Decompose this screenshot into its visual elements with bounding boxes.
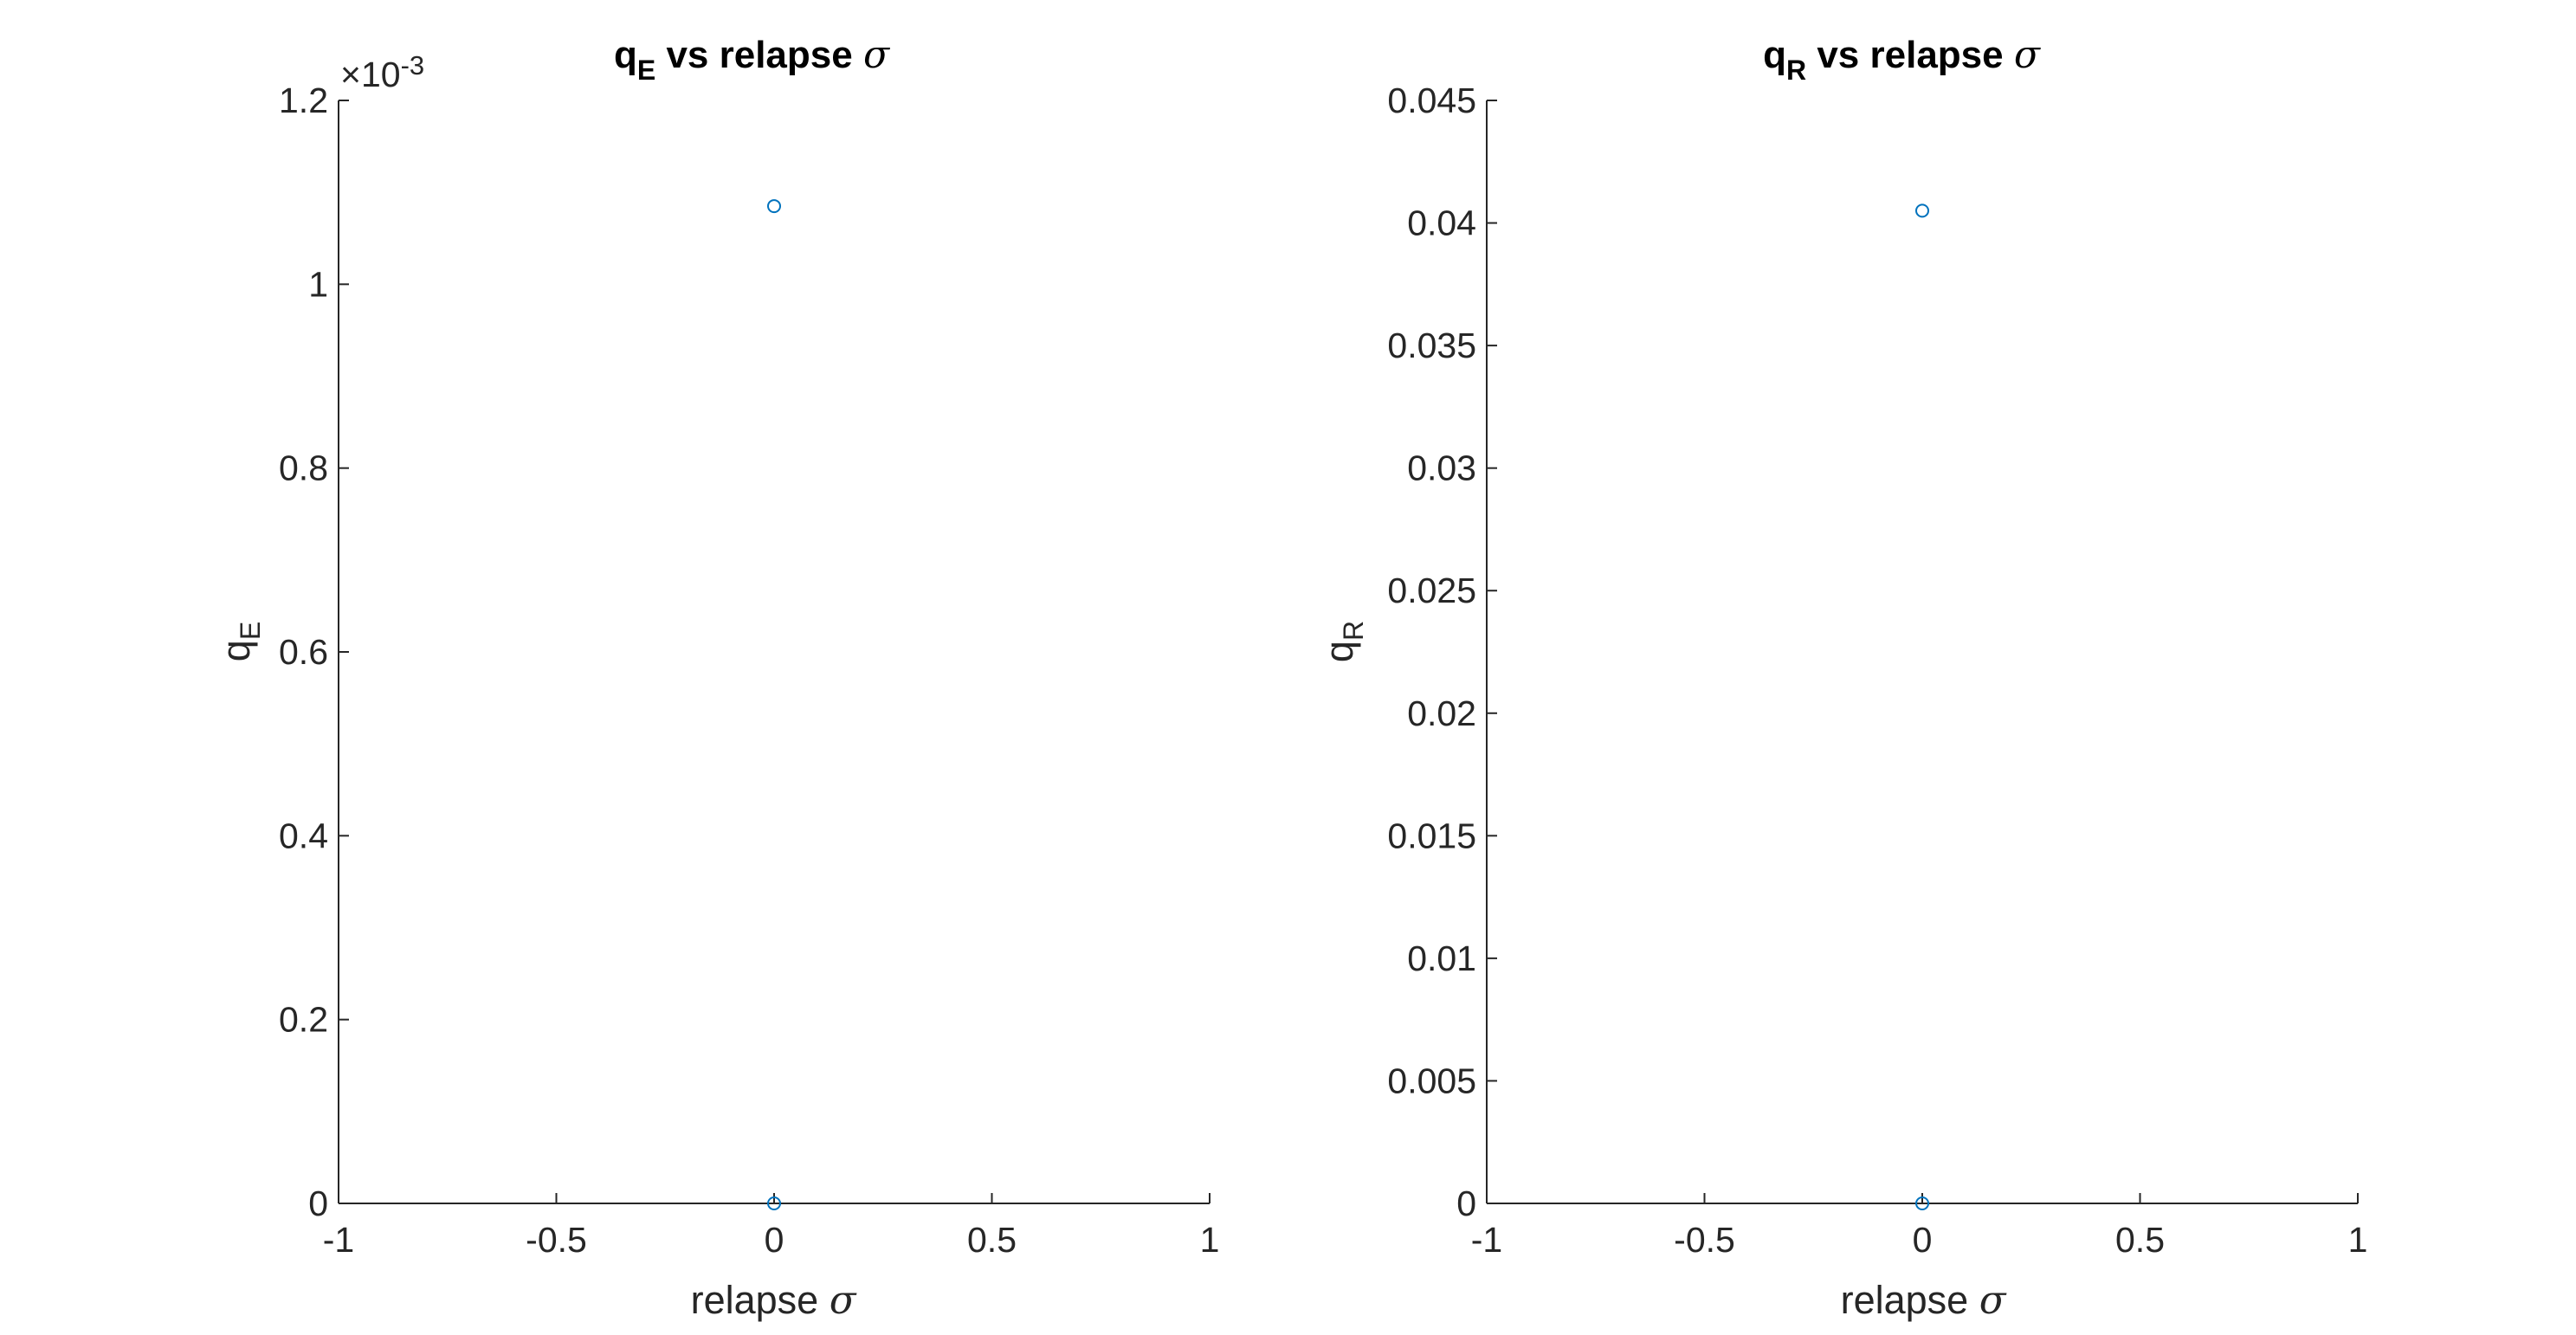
x-tick-label-qr: 0 [1913, 1220, 1933, 1260]
y-tick-label-qe: 0.4 [279, 816, 328, 855]
y-tick-label-qe: 0.2 [279, 1000, 328, 1040]
data-point-qr [1915, 203, 1929, 218]
y-axis-label-qe: qE [214, 622, 266, 661]
x-tick-label-qr: -0.5 [1674, 1220, 1735, 1260]
y-tick-label-qe: 0 [308, 1183, 328, 1223]
y-tick-label-qr: 0.01 [1407, 938, 1476, 978]
data-point-qe [767, 199, 781, 214]
y-exponent-qe: ×10-3 [340, 50, 424, 94]
x-ticks-qe: -1 -0.5 0 0.5 1 [323, 1193, 1220, 1260]
y-axis-label-qr: qR [1317, 621, 1369, 662]
y-tick-label-qe: 0.6 [279, 632, 328, 672]
y-tick-label-qr: 0.005 [1387, 1061, 1476, 1100]
y-tick-label-qr: 0.03 [1407, 448, 1476, 488]
x-tick-label-qr: 1 [2348, 1220, 2368, 1260]
panel-qe: qE vs relapse σ ×10-3 qE relapse σ 00.20… [214, 33, 1219, 1323]
chart-title-qe: qE vs relapse σ [614, 33, 891, 86]
y-tick-label-qe: 1.2 [279, 81, 328, 120]
y-tick-label-qr: 0.035 [1387, 326, 1476, 365]
y-tick-label-qe: 0.8 [279, 448, 328, 488]
x-axis-label-qe: relapse σ [691, 1277, 857, 1323]
x-tick-label-qe: 0 [765, 1220, 784, 1260]
y-ticks-qe: 0 0.2 0.4 0.6 0.8 1 1.2 [279, 81, 349, 1223]
y-tick-label-qr: 0.015 [1387, 816, 1476, 855]
y-tick-label-qe: 1 [308, 264, 328, 304]
y-tick-label-qr: 0 [1456, 1183, 1476, 1223]
x-tick-label-qe: 0.5 [967, 1220, 1017, 1260]
panel-qr: qR vs relapse σ qR relapse σ 00.0050.010… [1317, 33, 2367, 1323]
y-ticks-qr: 0 0.005 0.01 0.015 0.02 0.025 0.03 0.035 0.04 0.0… [1387, 81, 1497, 1223]
x-tick-label-qe: 1 [1200, 1220, 1220, 1260]
x-ticks-qr: -1 -0.5 0 0.5 1 [1471, 1193, 2368, 1260]
data-points-qr [1915, 203, 1929, 1210]
x-tick-label-qe: -0.5 [526, 1220, 587, 1260]
y-tick-label-qr: 0.045 [1387, 81, 1476, 120]
chart-title-qr: qR vs relapse σ [1763, 33, 2042, 86]
x-tick-label-qr: 0.5 [2115, 1220, 2165, 1260]
x-axis-label-qr: relapse σ [1841, 1277, 2007, 1323]
x-tick-label-qe: -1 [323, 1220, 354, 1260]
x-tick-label-qr: -1 [1471, 1220, 1502, 1260]
data-points-qe [767, 199, 781, 1210]
y-tick-label-qr: 0.02 [1407, 693, 1476, 733]
y-tick-label-qr: 0.025 [1387, 571, 1476, 610]
data-point-qr [1915, 1196, 1929, 1210]
y-tick-label-qr: 0.04 [1407, 203, 1476, 243]
data-point-qe [767, 1196, 781, 1210]
